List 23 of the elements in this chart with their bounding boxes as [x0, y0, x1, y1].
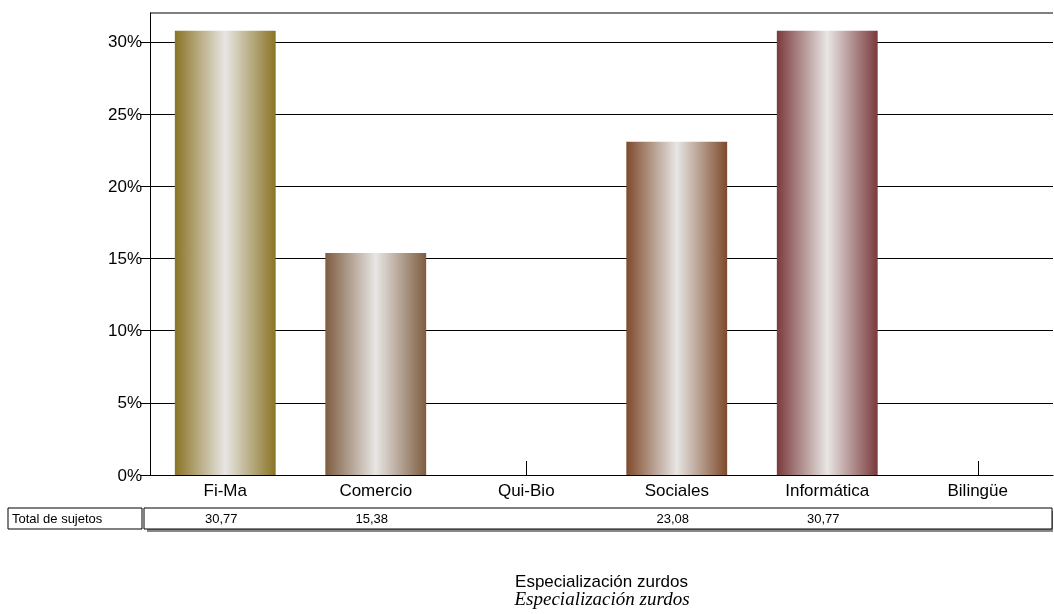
y-tick-label: 25%	[107, 104, 142, 124]
x-tick-label: Sociales	[644, 481, 709, 500]
bar	[776, 30, 878, 475]
y-tick-label: 5%	[117, 393, 142, 413]
x-tick-label: Qui-Bio	[497, 481, 555, 500]
x-tick-label: Bilingüe	[947, 481, 1008, 500]
y-tick-label: 15%	[107, 248, 142, 268]
y-tick-label: 10%	[107, 321, 142, 341]
x-axis-title: Especialización zurdos	[515, 572, 688, 591]
x-tick-label: Fi-Ma	[203, 481, 248, 500]
bar	[174, 30, 276, 475]
data-label: 30,77	[204, 511, 238, 526]
y-tick-label: 20%	[107, 176, 142, 196]
x-tick-label: Informática	[785, 481, 870, 500]
bar	[626, 141, 728, 475]
y-tick-label: 30%	[107, 32, 142, 52]
data-label: 23,08	[656, 511, 690, 526]
text: Total de sujetos	[12, 511, 103, 526]
bar	[325, 252, 427, 475]
x-tick-label: Comercio	[339, 481, 413, 500]
data-label: 30,77	[806, 511, 840, 526]
y-tick-label: 0%	[117, 465, 142, 485]
data-label: 15,38	[355, 511, 389, 526]
